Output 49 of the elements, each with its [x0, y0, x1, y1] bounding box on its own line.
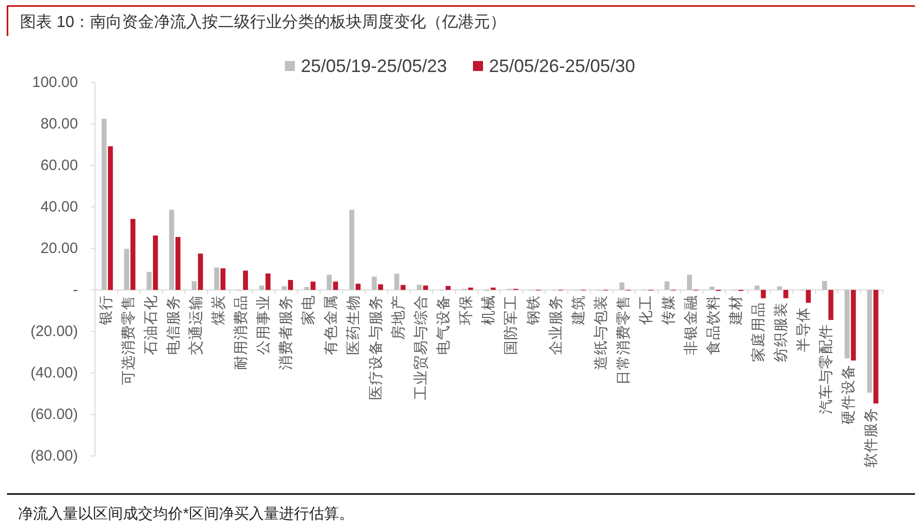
x-tick-label: 耐用消费品 — [233, 294, 250, 370]
x-tick-label: 化工 — [638, 294, 655, 325]
y-tick-label: 80.00 — [40, 115, 78, 132]
x-tick-label: 硬件设备 — [841, 364, 858, 424]
x-tick-label: 食品饮料 — [706, 294, 722, 355]
title: 图表 10：南向资金净流入按二级行业分类的板块周度变化（亿港元） — [20, 14, 506, 31]
x-tick-label: 汽车与零配件 — [818, 324, 835, 414]
x-tick-label: 有色金属 — [323, 294, 340, 355]
x-tick-label: 半导体 — [796, 306, 812, 352]
x-tick-label: 造纸与包装 — [594, 294, 610, 370]
y-tick-label: 40.00 — [40, 198, 78, 216]
x-tick-label: 机械 — [481, 294, 497, 325]
y-tick-label: (20.00) — [30, 322, 78, 340]
x-tick-label: 可选消费零售 — [120, 294, 137, 385]
x-tick-label: 纺织服装 — [774, 302, 790, 362]
x-tick-label: 环保 — [458, 294, 474, 325]
x-tick-label: 交通运输 — [188, 294, 204, 355]
x-tick-label: 电信服务 — [166, 294, 182, 355]
x-tick-label: 医疗设备与服务 — [368, 294, 384, 400]
x-tick-label: 工业贸易与综合 — [413, 294, 430, 400]
x-tick-label: 煤炭 — [210, 294, 227, 325]
y-tick-label: - — [73, 281, 78, 298]
x-tick-label: 消费者服务 — [278, 294, 294, 370]
legend-label: 25/05/19-25/05/23 — [300, 56, 447, 76]
y-tick-label: 100.00 — [32, 74, 78, 91]
legend-label: 25/05/26-25/05/30 — [489, 56, 636, 76]
x-tick-label: 国防军工 — [504, 294, 520, 355]
x-tick-label: 建材 — [728, 294, 745, 325]
x-tick-label: 公用事业 — [256, 294, 272, 355]
x-tick-label: 医药生物 — [346, 294, 362, 355]
x-tick-label: 软件服务 — [864, 407, 880, 468]
x-tick-label: 银行 — [98, 294, 114, 325]
y-tick-label: (80.00) — [30, 448, 78, 464]
x-tick-label: 传媒 — [661, 294, 678, 325]
x-tick-label: 日常消费零售 — [616, 294, 632, 385]
y-tick-label: (40.00) — [30, 364, 78, 382]
y-tick-label: (60.00) — [30, 406, 78, 423]
y-tick-label: 20.00 — [40, 240, 78, 257]
x-tick-label: 家庭用品 — [751, 302, 768, 362]
x-tick-label: 电气设备 — [436, 294, 452, 355]
x-tick-label: 钢铁 — [526, 294, 542, 325]
x-tick-label: 企业服务 — [548, 294, 565, 355]
x-tick-label: 房地产 — [390, 294, 407, 340]
x-tick-label: 非银金融 — [684, 294, 700, 355]
y-tick-label: 60.00 — [40, 156, 78, 174]
x-tick-label: 家电 — [300, 294, 317, 325]
x-tick-label: 石油石化 — [143, 294, 160, 355]
x-tick-label: 建筑 — [571, 294, 588, 325]
annotation: 净流入量以区间成交均价*区间净买入量进行估算。 — [18, 506, 354, 522]
